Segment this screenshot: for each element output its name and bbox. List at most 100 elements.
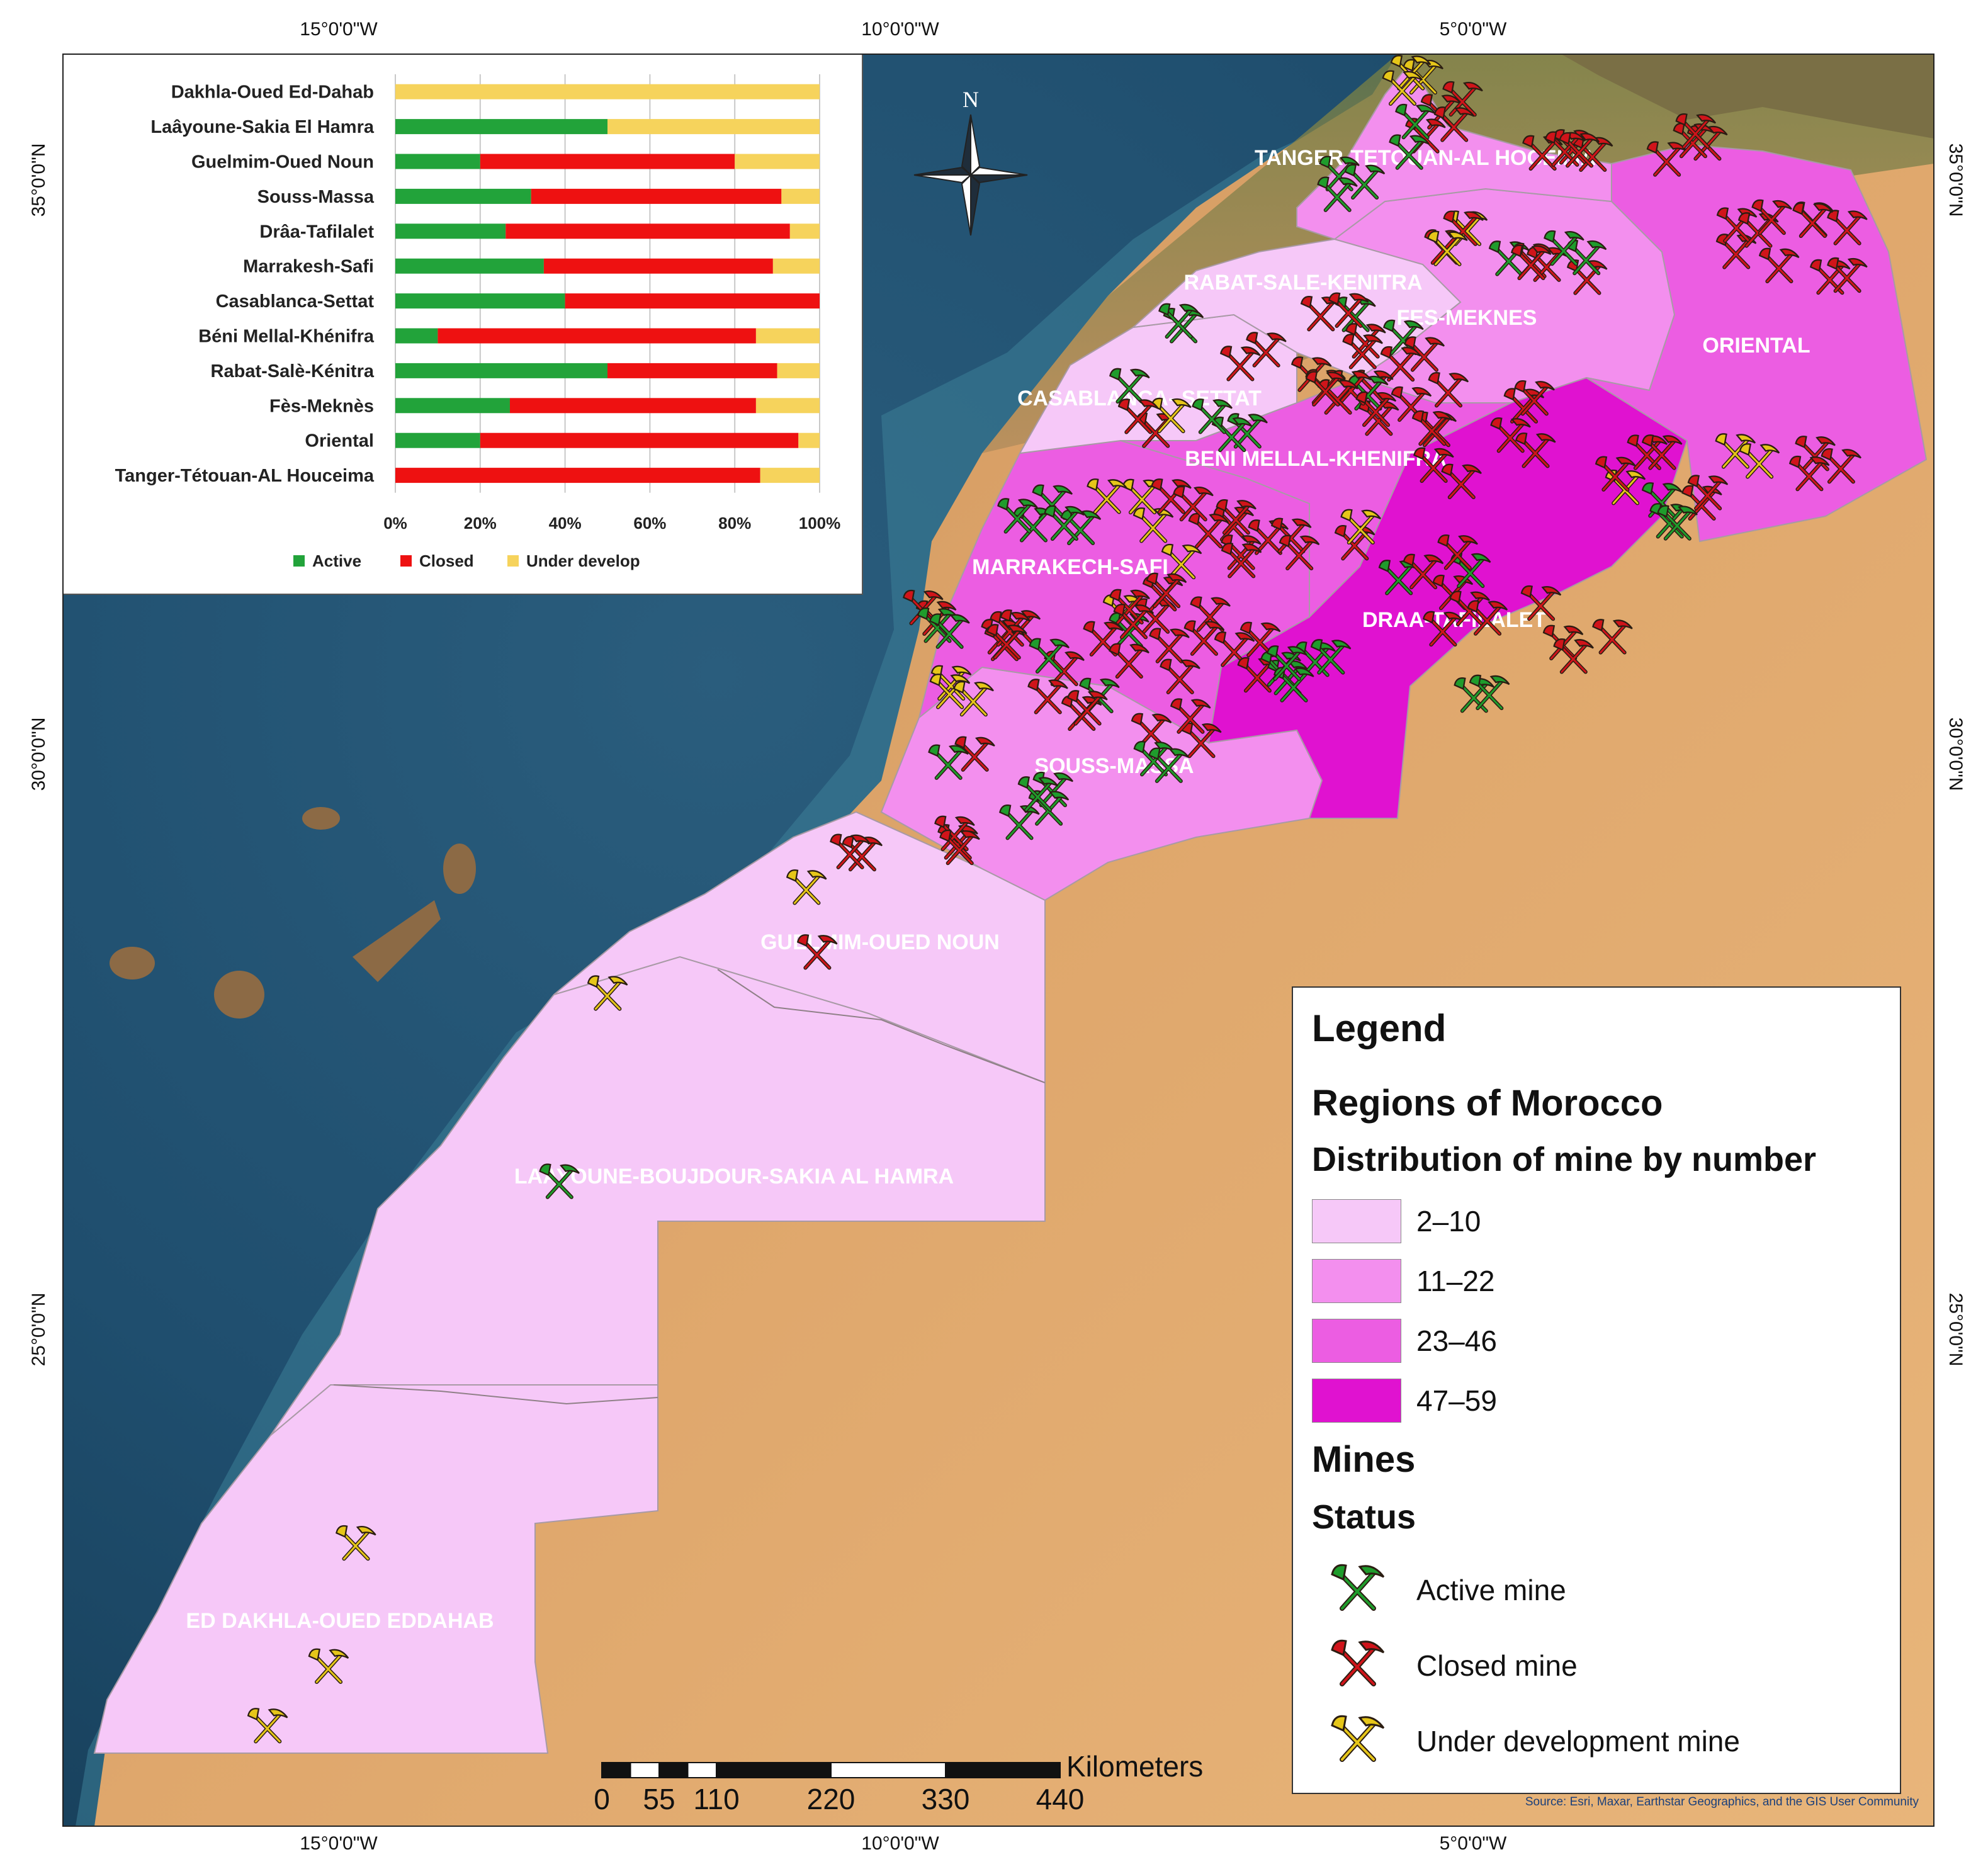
mine-marker[interactable]: [1503, 388, 1545, 424]
mine-marker[interactable]: [986, 624, 1027, 660]
mine-marker[interactable]: [1544, 230, 1584, 266]
mine-marker[interactable]: [1219, 346, 1261, 381]
mine-marker[interactable]: [1433, 106, 1475, 142]
mine-marker[interactable]: [1389, 134, 1430, 170]
mine-marker[interactable]: [1646, 141, 1688, 177]
mine-marker[interactable]: [1657, 505, 1698, 541]
mine-marker[interactable]: [999, 804, 1040, 840]
mine-marker[interactable]: [1214, 631, 1255, 667]
mine-marker[interactable]: [1355, 391, 1397, 427]
mine-marker[interactable]: [1044, 505, 1085, 541]
mine-marker[interactable]: [1017, 776, 1059, 812]
mine-marker[interactable]: [1380, 346, 1421, 382]
mine-marker[interactable]: [1146, 572, 1187, 609]
mine-marker[interactable]: [1422, 611, 1464, 647]
mine-marker[interactable]: [1160, 658, 1200, 694]
mine-marker[interactable]: [1515, 432, 1556, 468]
mine-marker[interactable]: [1216, 499, 1257, 535]
mine-marker[interactable]: [1467, 600, 1508, 636]
mine-marker[interactable]: [1109, 643, 1149, 679]
mine-marker[interactable]: [1246, 332, 1287, 368]
mine-marker[interactable]: [1428, 372, 1469, 408]
mine-marker[interactable]: [1109, 589, 1150, 625]
mine-marker[interactable]: [1442, 81, 1483, 117]
mine-marker[interactable]: [539, 1163, 580, 1199]
mine-marker[interactable]: [929, 613, 970, 649]
mine-marker[interactable]: [1427, 230, 1468, 266]
mine-marker[interactable]: [1344, 164, 1386, 200]
mine-marker[interactable]: [1641, 482, 1683, 518]
mine-marker[interactable]: [928, 744, 969, 780]
mine-marker[interactable]: [1559, 132, 1600, 168]
mine-marker[interactable]: [1310, 639, 1352, 675]
mine-marker[interactable]: [1595, 456, 1636, 492]
mine-marker[interactable]: [1382, 70, 1423, 106]
mine-marker[interactable]: [1413, 447, 1454, 483]
mine-marker[interactable]: [997, 498, 1038, 534]
mine-marker[interactable]: [1221, 543, 1262, 579]
mine-marker[interactable]: [1132, 507, 1174, 543]
mine-marker[interactable]: [1342, 334, 1383, 370]
mine-marker[interactable]: [1170, 698, 1211, 734]
mine-marker[interactable]: [1443, 210, 1484, 246]
mine-marker[interactable]: [1151, 397, 1192, 434]
mine-marker[interactable]: [1449, 590, 1491, 626]
mine-marker[interactable]: [1192, 398, 1233, 434]
mine-marker[interactable]: [1675, 113, 1717, 149]
mine-marker[interactable]: [1411, 410, 1453, 446]
mine-marker[interactable]: [786, 869, 827, 905]
mine-marker[interactable]: [1739, 443, 1780, 479]
mine-marker[interactable]: [1328, 292, 1369, 328]
mine-marker[interactable]: [1827, 210, 1868, 246]
mine-marker[interactable]: [1821, 448, 1862, 484]
mine-marker[interactable]: [1237, 657, 1279, 693]
mine-marker[interactable]: [1758, 247, 1800, 284]
mine-marker[interactable]: [1687, 475, 1729, 511]
mine-marker[interactable]: [1117, 398, 1159, 434]
mine-marker[interactable]: [247, 1708, 288, 1744]
mine-marker[interactable]: [929, 674, 971, 709]
mine-marker[interactable]: [1067, 690, 1108, 726]
mine-marker[interactable]: [1279, 534, 1320, 571]
mine-marker[interactable]: [1751, 199, 1792, 235]
mine-marker[interactable]: [1404, 336, 1445, 372]
mine-marker[interactable]: [1173, 485, 1214, 522]
mine-marker[interactable]: [1305, 371, 1347, 407]
mine-marker[interactable]: [1788, 455, 1830, 492]
mine-marker[interactable]: [939, 829, 980, 866]
mine-marker[interactable]: [1511, 244, 1552, 281]
mine-marker[interactable]: [1183, 620, 1225, 656]
mine-marker[interactable]: [1520, 585, 1562, 621]
mine-marker[interactable]: [1469, 674, 1510, 711]
mine-marker[interactable]: [1522, 135, 1563, 171]
mine-marker[interactable]: [1267, 645, 1307, 681]
mine-marker[interactable]: [842, 835, 883, 872]
mine-marker[interactable]: [1148, 747, 1189, 783]
mine-marker[interactable]: [1149, 628, 1190, 663]
region-beni-mellal[interactable]: [1120, 376, 1511, 619]
mine-marker[interactable]: [1027, 679, 1068, 714]
mine-marker[interactable]: [308, 1648, 349, 1684]
mine-marker[interactable]: [830, 833, 871, 869]
mine-marker[interactable]: [1317, 176, 1358, 212]
mine-marker[interactable]: [796, 934, 838, 970]
mine-marker[interactable]: [953, 680, 994, 717]
mine-marker[interactable]: [1641, 434, 1683, 470]
mine-marker[interactable]: [1514, 380, 1555, 416]
mine-marker[interactable]: [336, 1525, 376, 1561]
mine-marker[interactable]: [1087, 478, 1127, 514]
mine-marker[interactable]: [1340, 509, 1381, 545]
mine-marker[interactable]: [1792, 202, 1833, 239]
mine-marker[interactable]: [1109, 368, 1150, 404]
mine-marker[interactable]: [1827, 257, 1868, 293]
mine-marker[interactable]: [954, 736, 995, 772]
mine-marker[interactable]: [1158, 303, 1199, 339]
region-oriental[interactable]: [1586, 144, 1928, 543]
mine-marker[interactable]: [1795, 436, 1836, 471]
mine-marker[interactable]: [1572, 136, 1613, 172]
mine-marker[interactable]: [1029, 638, 1070, 674]
mine-marker[interactable]: [1437, 534, 1478, 570]
mine-marker[interactable]: [1553, 638, 1594, 674]
mine-marker[interactable]: [1490, 417, 1531, 453]
mine-marker[interactable]: [1441, 463, 1482, 500]
